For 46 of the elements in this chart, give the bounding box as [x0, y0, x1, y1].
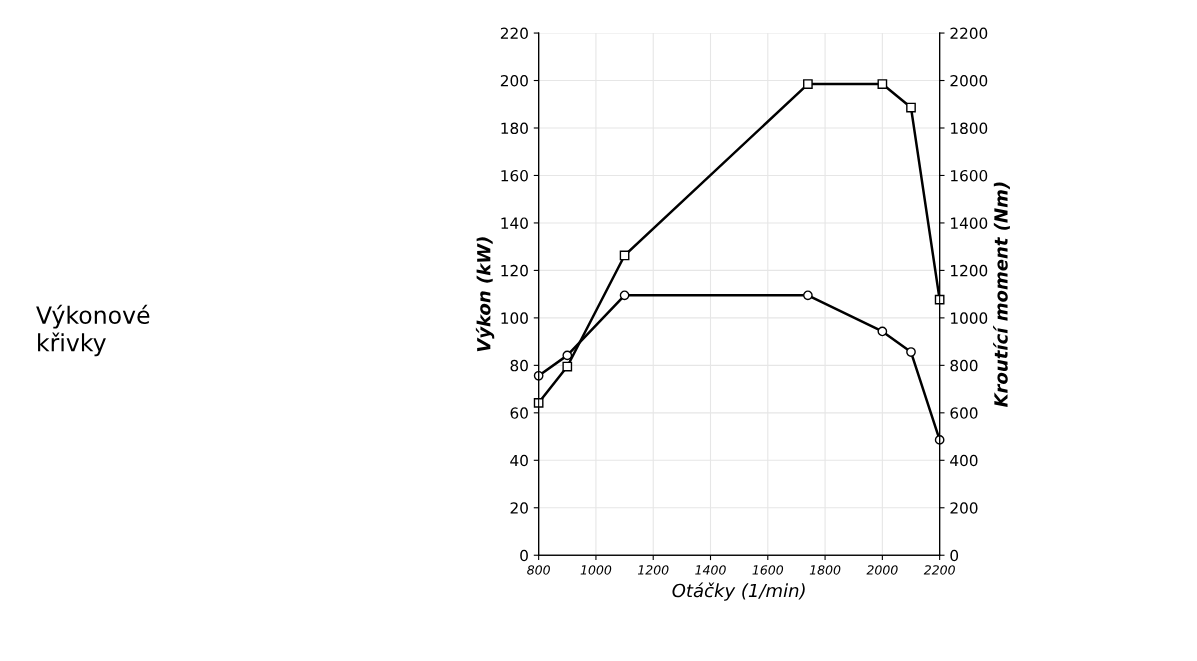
x-tick-label: 1000 — [580, 565, 612, 575]
y-tick-label: 180 — [501, 122, 528, 135]
x-tick-label: 2000 — [866, 565, 898, 575]
y2-tick-label: 0 — [950, 549, 959, 562]
x-tick-label: 1400 — [695, 565, 726, 575]
y2-tick-label: 2000 — [950, 74, 988, 87]
x-tick-label: 1200 — [637, 565, 669, 575]
point — [877, 326, 888, 337]
y-tick-label: 80 — [510, 359, 528, 372]
y2-tick-label: 1600 — [951, 169, 988, 182]
y-tick-label: 20 — [510, 502, 528, 514]
y2-tick-label: 200 — [950, 502, 978, 514]
point — [803, 290, 813, 301]
y2-axis-title: Kroutící moment (Nm) — [993, 182, 1010, 408]
y2-tick-label: 400 — [950, 454, 978, 467]
y2-tick-label: 1000 — [951, 312, 988, 324]
point — [562, 361, 573, 372]
y2-tick-label: 800 — [950, 359, 978, 372]
x-tick-label: 1600 — [752, 565, 784, 575]
x-tick-label: 2200 — [923, 565, 955, 575]
y-tick-label: 200 — [500, 74, 528, 87]
y-tick-label: 100 — [501, 312, 528, 324]
y-axis-title: Výkon (kW) — [475, 237, 495, 352]
point — [619, 290, 630, 301]
y-tick-label: 160 — [501, 169, 528, 182]
y2-tick-label: 600 — [950, 407, 978, 419]
y-tick-label: 140 — [501, 217, 528, 229]
point — [906, 347, 916, 357]
y-tick-label: 60 — [510, 407, 528, 419]
point — [533, 397, 544, 408]
y2-tick-label: 1400 — [951, 217, 988, 229]
y-tick-label: 40 — [510, 454, 528, 467]
y-tick-label: 120 — [501, 264, 528, 277]
x-tick-label: 800 — [527, 565, 550, 575]
x-axis-title: Otáčky (1/min) — [672, 582, 805, 601]
y-tick-label: 220 — [500, 27, 528, 40]
point — [562, 350, 573, 361]
y-tick-label: 0 — [520, 549, 528, 562]
point — [803, 79, 813, 89]
y2-tick-label: 1200 — [951, 264, 988, 277]
point — [877, 79, 888, 89]
text: Výkonové křivky — [36, 304, 150, 357]
y2-tick-label: 1800 — [951, 122, 988, 135]
point — [906, 102, 916, 113]
x-tick-label: 1800 — [809, 565, 841, 575]
y2-tick-label: 2200 — [950, 27, 988, 40]
